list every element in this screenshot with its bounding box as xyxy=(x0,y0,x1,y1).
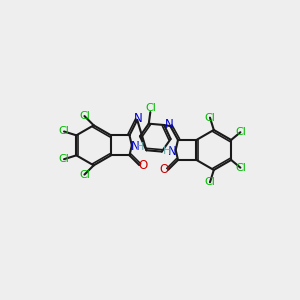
Text: Cl: Cl xyxy=(58,154,70,164)
Text: Cl: Cl xyxy=(79,111,90,121)
Text: H: H xyxy=(163,146,171,157)
Text: Cl: Cl xyxy=(79,169,90,180)
Text: N: N xyxy=(168,145,177,158)
Text: N: N xyxy=(130,140,139,153)
Text: Cl: Cl xyxy=(146,103,157,113)
Text: O: O xyxy=(139,159,148,172)
Text: H: H xyxy=(136,142,145,152)
Text: N: N xyxy=(165,118,174,131)
Text: Cl: Cl xyxy=(235,163,246,173)
Text: Cl: Cl xyxy=(205,177,215,187)
Text: O: O xyxy=(160,163,169,176)
Text: N: N xyxy=(134,112,142,125)
Text: Cl: Cl xyxy=(58,127,70,136)
Text: Cl: Cl xyxy=(235,127,246,137)
Text: Cl: Cl xyxy=(205,112,215,123)
